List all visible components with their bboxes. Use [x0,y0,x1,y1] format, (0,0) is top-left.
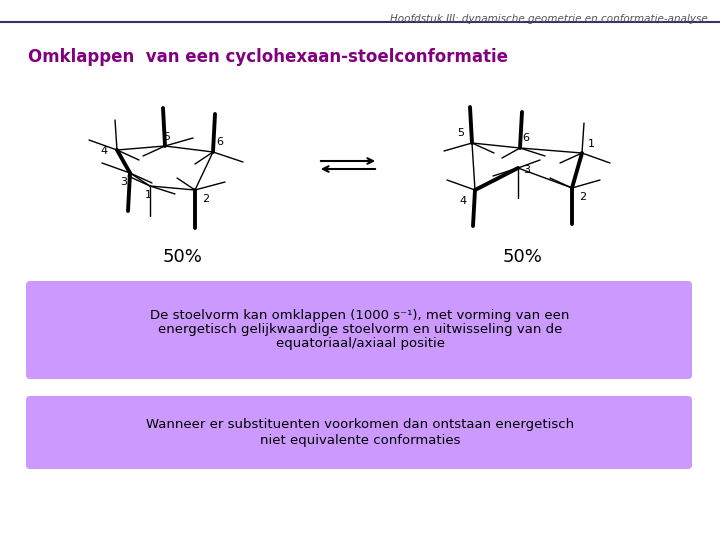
Text: 4: 4 [101,146,108,156]
FancyBboxPatch shape [26,396,692,469]
Text: Wanneer er substituenten voorkomen dan ontstaan energetisch: Wanneer er substituenten voorkomen dan o… [146,418,574,431]
Text: 1: 1 [145,190,151,200]
Text: niet equivalente conformaties: niet equivalente conformaties [260,434,460,447]
FancyBboxPatch shape [26,281,692,379]
Text: Hoofdstuk III: dynamische geometrie en conformatie-analyse: Hoofdstuk III: dynamische geometrie en c… [390,14,708,24]
Text: energetisch gelijkwaardige stoelvorm en uitwisseling van de: energetisch gelijkwaardige stoelvorm en … [158,323,562,336]
Text: Omklappen  van een cyclohexaan-stoelconformatie: Omklappen van een cyclohexaan-stoelconfo… [28,48,508,66]
Text: De stoelvorm kan omklappen (1000 s⁻¹), met vorming van een: De stoelvorm kan omklappen (1000 s⁻¹), m… [150,309,570,322]
Text: 6: 6 [216,137,223,147]
Text: 3: 3 [523,165,530,175]
Text: 6: 6 [522,133,529,143]
Text: 2: 2 [579,192,586,202]
Text: 3: 3 [120,177,127,187]
Text: 5: 5 [457,128,464,138]
Text: 50%: 50% [502,248,542,266]
Text: 5: 5 [163,132,171,142]
Text: 1: 1 [588,139,595,149]
Text: 4: 4 [460,196,467,206]
Text: 50%: 50% [163,248,203,266]
Text: equatoriaal/axiaal positie: equatoriaal/axiaal positie [276,338,444,350]
Text: 2: 2 [202,194,209,204]
